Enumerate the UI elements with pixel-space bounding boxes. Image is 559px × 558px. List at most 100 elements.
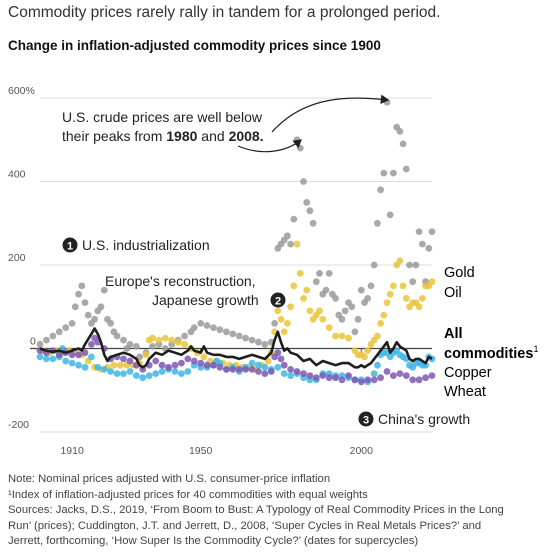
point-copper-17 (139, 374, 147, 382)
arrow-to-2008-peak (271, 94, 390, 133)
footnote-sources-2: Run’ (prices); Cuddington, J.T. and Jerr… (8, 519, 482, 532)
point-oil-5 (68, 320, 76, 327)
point-gold-52 (316, 307, 323, 315)
point-oil-24 (136, 353, 144, 361)
line-all-commodities (39, 327, 433, 369)
point-wheat-14 (120, 355, 127, 363)
point-gold-41 (280, 328, 288, 336)
point-wheat-34 (248, 366, 256, 373)
point-wheat-19 (152, 357, 160, 365)
legend-all-commodities: commodities1 (444, 344, 538, 362)
footnote-index: ¹Index of inflation-adjusted prices for … (8, 488, 368, 501)
point-oil-10 (84, 311, 92, 319)
point-wheat-48 (325, 374, 333, 382)
annotation-crude-text: their peaks from (62, 128, 166, 144)
point-gold-70 (390, 282, 397, 290)
point-oil-55 (300, 178, 307, 185)
point-copper-14 (120, 370, 127, 377)
supercycle-3-badge (358, 411, 374, 427)
point-gold-53 (319, 315, 327, 323)
point-wheat-56 (377, 374, 384, 382)
point-oil-44 (261, 340, 269, 348)
point-wheat-27 (203, 361, 211, 369)
point-oil-36 (210, 324, 217, 331)
point-copper-19 (152, 370, 160, 377)
supercycle-3-number: 3 (363, 415, 369, 427)
point-wheat-46 (312, 374, 320, 382)
point-gold-68 (383, 299, 391, 306)
point-oil-62 (322, 286, 330, 294)
point-oil-82 (386, 211, 394, 219)
point-oil-39 (229, 330, 237, 338)
point-copper-23 (178, 370, 185, 377)
y-tick-labels: 600% 400 200 0 -200 (8, 85, 36, 431)
point-oil-56 (303, 199, 311, 206)
point-wheat-37 (267, 368, 275, 375)
point-wheat-61 (409, 376, 417, 384)
point-gold-36 (264, 357, 272, 365)
point-oil-87 (402, 165, 410, 173)
point-gold-62 (364, 347, 372, 354)
point-wheat-33 (242, 366, 250, 373)
legend-all: All (444, 326, 463, 342)
point-wheat-6 (75, 351, 82, 359)
point-oil-31 (181, 332, 189, 340)
point-oil-33 (190, 324, 198, 331)
point-wheat-42 (287, 366, 294, 373)
point-oil-80 (380, 169, 388, 177)
x-tick-labels: 1910 1950 2000 (60, 445, 373, 457)
point-oil-23 (133, 343, 140, 350)
supercycle-3: 3 China's growth (358, 411, 470, 427)
point-oil-91 (415, 228, 423, 236)
supercycle-1-badge (62, 237, 78, 253)
y-tick-0: 600% (8, 85, 35, 97)
supercycle-2-number: 2 (275, 296, 281, 308)
point-gold-45 (293, 240, 301, 248)
point-copper-20 (158, 368, 166, 375)
point-wheat-64 (428, 372, 436, 379)
y-tick-2: 200 (8, 252, 26, 264)
point-gold-12 (116, 361, 124, 369)
point-wheat-36 (261, 370, 269, 377)
point-copper-13 (113, 370, 121, 377)
point-oil-3 (55, 328, 63, 336)
point-copper-39 (274, 363, 282, 371)
point-oil-70 (348, 303, 356, 311)
point-wheat-28 (210, 361, 217, 369)
point-wheat-3 (55, 351, 63, 359)
point-gold-40 (277, 315, 285, 323)
point-gold-69 (386, 290, 394, 298)
supercycle-2: Europe's reconstruction, Japanese growth… (105, 273, 286, 308)
chart-subtitle: Commodity prices rarely rally in tandem … (8, 4, 441, 21)
point-wheat-58 (390, 372, 397, 379)
annotation-crude-line2: their peaks from 1980 and 2008. (62, 128, 264, 144)
point-wheat-7 (81, 349, 89, 357)
point-gold-54 (325, 324, 333, 331)
point-oil-41 (242, 334, 250, 342)
point-oil-77 (370, 261, 378, 269)
point-wheat-57 (383, 368, 391, 375)
point-gold-19 (155, 336, 163, 344)
point-wheat-30 (223, 366, 230, 373)
point-wheat-32 (235, 366, 243, 373)
point-wheat-22 (171, 361, 179, 369)
point-gold-11 (110, 361, 118, 369)
point-oil-58 (309, 219, 317, 227)
point-copper-6 (68, 359, 76, 367)
point-oil-65 (332, 295, 339, 302)
point-copper-37 (261, 363, 269, 371)
footnotes: Note: Nominal prices adjusted with U.S. … (8, 472, 553, 550)
point-gold-16 (142, 351, 150, 359)
x-tick-0: 1910 (60, 445, 84, 457)
point-oil-17 (107, 320, 115, 327)
point-gold-56 (338, 332, 346, 340)
point-wheat-54 (364, 376, 372, 384)
point-wheat-24 (184, 355, 192, 363)
y-tick-3: 0 (30, 336, 36, 348)
point-wheat-60 (402, 372, 410, 379)
point-copper-18 (145, 372, 153, 379)
point-gold-57 (345, 334, 352, 342)
point-gold-21 (168, 336, 176, 344)
point-wheat-29 (216, 363, 224, 371)
point-copper-7 (75, 361, 82, 369)
